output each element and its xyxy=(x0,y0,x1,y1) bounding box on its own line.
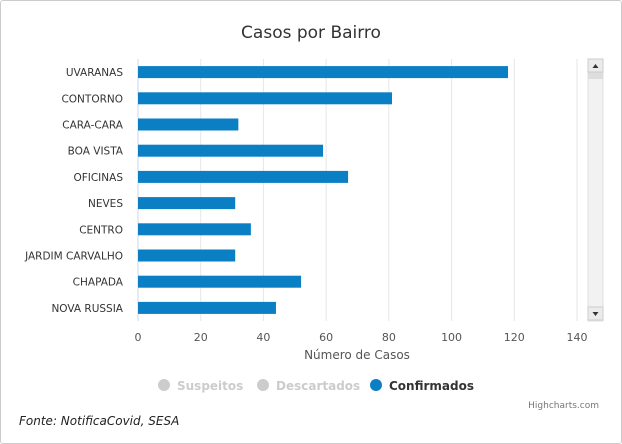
category-label: BOA VISTA xyxy=(68,146,124,158)
x-tick-label: 100 xyxy=(441,331,462,344)
legend-marker-icon xyxy=(158,379,170,391)
legend-item-confirmados[interactable]: Confirmados xyxy=(370,379,474,393)
x-tick-label: 20 xyxy=(194,331,208,344)
legend-marker-icon xyxy=(257,379,269,391)
bar-cara-cara[interactable] xyxy=(138,118,239,131)
category-label: CHAPADA xyxy=(73,277,124,289)
legend-item-suspeitos[interactable]: Suspeitos xyxy=(158,379,243,393)
source-footer: Fonte: NotificaCovid, SESA xyxy=(19,414,180,428)
category-label: NEVES xyxy=(88,198,123,210)
bar-neves[interactable] xyxy=(138,197,236,210)
bar-centro[interactable] xyxy=(138,223,251,236)
x-tick-label: 40 xyxy=(256,331,270,344)
x-tick-label: 60 xyxy=(319,331,333,344)
category-label: JARDIM CARVALHO xyxy=(24,251,123,263)
x-axis-title: Número de Casos xyxy=(304,348,410,362)
bar-jardim-carvalho[interactable] xyxy=(138,249,236,262)
legend-label: Confirmados xyxy=(389,379,474,393)
category-label: CENTRO xyxy=(79,224,123,236)
bar-boa-vista[interactable] xyxy=(138,144,324,157)
category-label: CARA-CARA xyxy=(62,120,124,132)
bar-contorno[interactable] xyxy=(138,92,392,105)
x-tick-label: 140 xyxy=(567,331,588,344)
bar-oficinas[interactable] xyxy=(138,170,349,183)
legend-label: Descartados xyxy=(276,379,360,393)
bar-nova-russia[interactable] xyxy=(138,301,276,314)
category-label: OFICINAS xyxy=(73,172,123,184)
bar-uvaranas[interactable] xyxy=(138,66,509,79)
x-tick-label: 80 xyxy=(382,331,396,344)
credits-link[interactable]: Highcharts.com xyxy=(528,401,599,411)
arrow-down-icon xyxy=(592,312,599,316)
category-label: NOVA RUSSIA xyxy=(51,303,123,315)
arrow-up-icon xyxy=(592,64,599,68)
x-tick-label: 0 xyxy=(135,331,142,344)
bar-chart: Casos por Bairro UVARANAS CONTORNO CARA-CA… xyxy=(24,23,604,411)
x-tick-label: 120 xyxy=(504,331,525,344)
legend-item-descartados[interactable]: Descartados xyxy=(257,379,360,393)
bar-chapada[interactable] xyxy=(138,275,302,288)
scrollbar[interactable] xyxy=(587,58,604,322)
legend-label: Suspeitos xyxy=(177,379,243,393)
category-label: CONTORNO xyxy=(61,93,123,105)
chart-title: Casos por Bairro xyxy=(241,23,381,43)
category-label: UVARANAS xyxy=(66,67,123,79)
legend-marker-icon xyxy=(370,379,382,391)
